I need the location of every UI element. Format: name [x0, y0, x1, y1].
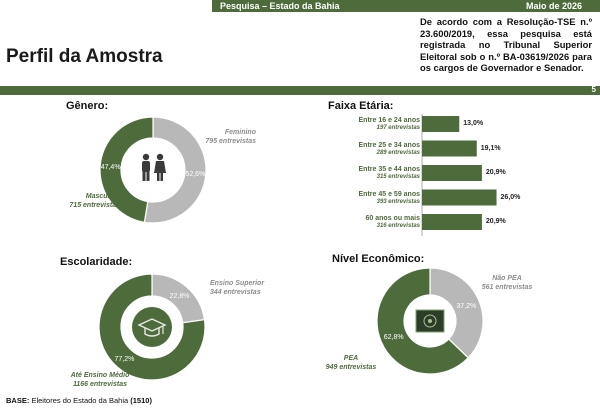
bar-value-label-1: 19,1%	[480, 144, 501, 152]
legend-feminino-count: 795 entrevistas	[205, 137, 256, 145]
chart-title-escolaridade: Escolaridade:	[60, 256, 133, 268]
bar-value-label-0: 13,0%	[463, 120, 484, 127]
bar-category-count-4: 316 entrevistas	[376, 223, 420, 229]
bar-value-label-4: 20,9%	[485, 218, 506, 225]
legend-ensino-superior-count: 344 entrevistas	[210, 288, 261, 296]
legend-ensino-superior: Ensino Superior 344 entrevistas	[210, 280, 290, 297]
footer-base: BASE: Eleitores do Estado da Bahia (1510…	[6, 396, 152, 405]
bar-category-count-2: 315 entrevistas	[376, 174, 420, 180]
donut-pct-label-0-1: 47,4%	[101, 164, 121, 171]
legend-nao-pea-count: 561 entrevistas	[481, 283, 533, 291]
donut-nivel-economico: 37,2% 62,8%	[376, 267, 484, 375]
legend-pea-name: PEA	[343, 355, 359, 362]
survey-date: Maio de 2026	[526, 1, 583, 11]
chart-title-nivel-economico: Nível Econômico:	[332, 253, 425, 265]
legend-pea: PEA 949 entrevistas	[316, 355, 386, 372]
donut-pct-label-2-0: 22,8%	[170, 293, 190, 300]
legend-feminino: Feminino 795 entrevistas	[196, 129, 256, 146]
footer-base-count: (1510)	[130, 396, 152, 405]
chart-title-faixa-etaria: Faixa Etária:	[328, 100, 394, 112]
legend-masculino-name: Masculino	[85, 193, 120, 200]
legend-nao-pea: Não PEA 561 entrevistas	[472, 275, 542, 292]
cap-disc	[132, 307, 172, 347]
bar-category-count-1: 289 entrevistas	[376, 149, 420, 156]
donut-genero: 52,6% 47,4%	[99, 116, 207, 224]
legend-ate-ensino-medio-count: 1166 entrevistas	[73, 380, 127, 388]
chart-title-genero: Gênero:	[66, 100, 109, 112]
bar-category-4: 60 anos ou mais 316 entrevistas	[320, 215, 420, 230]
bar-category-count-3: 393 entrevistas	[376, 198, 420, 205]
bar-category-2: Entre 35 e 44 anos 315 entrevistas	[320, 166, 420, 181]
bar-category-label-2: Entre 35 e 44 anos	[358, 166, 420, 173]
legend-ate-ensino-medio: Até Ensino Médio 1166 entrevistas	[60, 372, 140, 389]
bar-chart-faixa-etaria	[421, 114, 497, 236]
bar-category-3: Entre 45 e 59 anos 393 entrevistas	[320, 191, 420, 206]
legend-ate-ensino-medio-name: Até Ensino Médio	[70, 372, 130, 379]
registration-note: De acordo com a Resolução-TSE n.º 23.600…	[420, 16, 592, 73]
footer-base-text: Eleitores do Estado da Bahia	[31, 396, 129, 405]
bar-category-1: Entre 25 e 34 anos 289 entrevistas	[320, 142, 420, 157]
legend-ensino-superior-name: Ensino Superior	[210, 280, 265, 287]
donut-slice-2-1	[98, 273, 206, 381]
legend-pea-count: 949 entrevistas	[325, 363, 377, 371]
page-title: Perfil da Amostra	[6, 46, 163, 67]
donut-escolaridade: 22,8% 77,2%	[98, 273, 206, 381]
bar-value-label-2: 20,9%	[485, 169, 506, 176]
donut-hole-0	[121, 138, 185, 202]
donut-slice-0-0	[143, 116, 207, 224]
bar-category-label-3: Entre 45 e 59 anos	[358, 190, 420, 198]
bar-4	[422, 214, 482, 230]
page-number: 5	[591, 85, 596, 94]
legend-feminino-name: Feminino	[224, 129, 256, 136]
bar-3	[422, 189, 497, 206]
money-icon	[415, 309, 445, 333]
legend-masculino-count: 715 entrevistas	[69, 201, 120, 209]
bar-category-label-4: 60 anos ou mais	[365, 215, 420, 222]
people-icon	[142, 153, 166, 181]
bar-category-label-0: Entre 16 e 24 anos	[358, 117, 420, 124]
legend-nao-pea-name: Não PEA	[492, 275, 522, 282]
donut-slice-3-0	[429, 267, 484, 359]
survey-title: Pesquisa – Estado da Bahia	[220, 1, 340, 11]
donut-slice-0-1	[99, 116, 154, 223]
bar-value-label-3: 26,0%	[500, 193, 521, 201]
donut-pct-label-3-0: 37,2%	[456, 303, 476, 310]
donut-slice-3-1	[376, 267, 470, 375]
bar-1	[422, 140, 477, 157]
bar-0	[422, 116, 460, 132]
bar-category-label-1: Entre 25 e 34 anos	[358, 141, 420, 149]
bar-category-0: Entre 16 e 24 anos 197 entrevistas	[320, 117, 420, 132]
donut-pct-label-0-0: 52,6%	[185, 171, 205, 178]
graduation-cap-icon	[137, 318, 167, 337]
section-divider	[0, 86, 600, 95]
bar-category-count-0: 197 entrevistas	[376, 125, 420, 131]
footer-base-label: BASE:	[6, 396, 30, 405]
legend-masculino: Masculino 715 entrevistas	[40, 193, 120, 210]
bar-2	[422, 165, 482, 181]
donut-pct-label-3-1: 62,8%	[384, 334, 404, 341]
header-bar: Pesquisa – Estado da Bahia Maio de 2026	[212, 0, 600, 12]
donut-pct-label-2-1: 77,2%	[114, 356, 134, 363]
